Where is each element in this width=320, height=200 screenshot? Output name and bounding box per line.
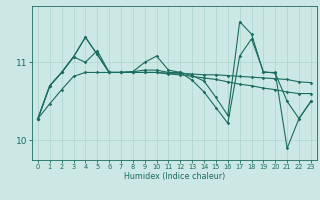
X-axis label: Humidex (Indice chaleur): Humidex (Indice chaleur) bbox=[124, 172, 225, 181]
